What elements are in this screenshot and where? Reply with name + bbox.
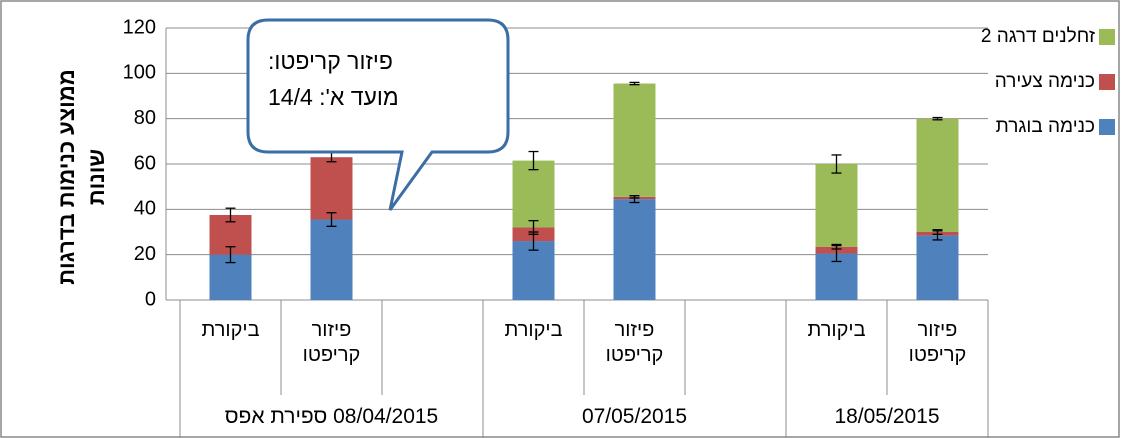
legend-label: זחלנים דרגה 2 [980,26,1095,47]
bar-segment [815,164,858,247]
error-bar [225,246,236,264]
error-bar [831,154,842,174]
bar-segment [310,219,353,300]
annotation-line: פיזור קריפטו: [268,48,393,74]
bar-segment [310,157,353,220]
error-bar [528,220,539,235]
bar-segment [916,235,959,300]
y-tick-label: 20 [134,243,156,265]
callout [246,18,510,211]
bar-segment [512,160,555,228]
error-bar [629,81,640,86]
x-tick-label: ביקורת [504,319,563,341]
x-tick-label: ביקורת [201,319,260,341]
y-tick-label: 80 [134,107,156,129]
y-tick-label: 0 [145,288,156,310]
error-bar [528,150,539,171]
error-bar [932,116,943,121]
x-tick-label: פיזור קריפטו [302,319,361,366]
group-label: 08/04/2015 ספירת אפס [224,405,439,428]
legend-swatch [1099,74,1115,90]
group-label: 18/05/2015 [834,405,940,428]
group-label: 07/05/2015 [581,405,688,428]
y-axis-title: ממוצע כנימות בדרגות שונות [54,69,109,285]
x-tick-label: פיזור קריפטו [908,319,967,366]
legend-label: כנימה בוגרת [995,116,1095,137]
bar-segment [613,83,656,197]
bar-segment [613,199,656,300]
annotation-line: מועד א': 14/4 [268,84,399,110]
y-tick-label: 40 [134,198,156,220]
error-bar [831,243,842,250]
y-tick-label: 100 [123,62,156,84]
y-tick-label: 120 [123,16,156,38]
legend-label: כנימה צעירה [994,71,1095,92]
legend-swatch [1099,29,1115,45]
error-bar [629,195,640,199]
bar-segment [916,118,959,232]
bar-segment [512,241,555,300]
error-bar [932,229,943,235]
x-tick-label: פיזור קריפטו [605,319,664,366]
error-bar [225,207,236,223]
y-tick-label: 60 [134,152,156,174]
x-tick-label: ביקורת [807,319,866,341]
legend-swatch [1099,119,1115,135]
error-bar [326,212,337,227]
